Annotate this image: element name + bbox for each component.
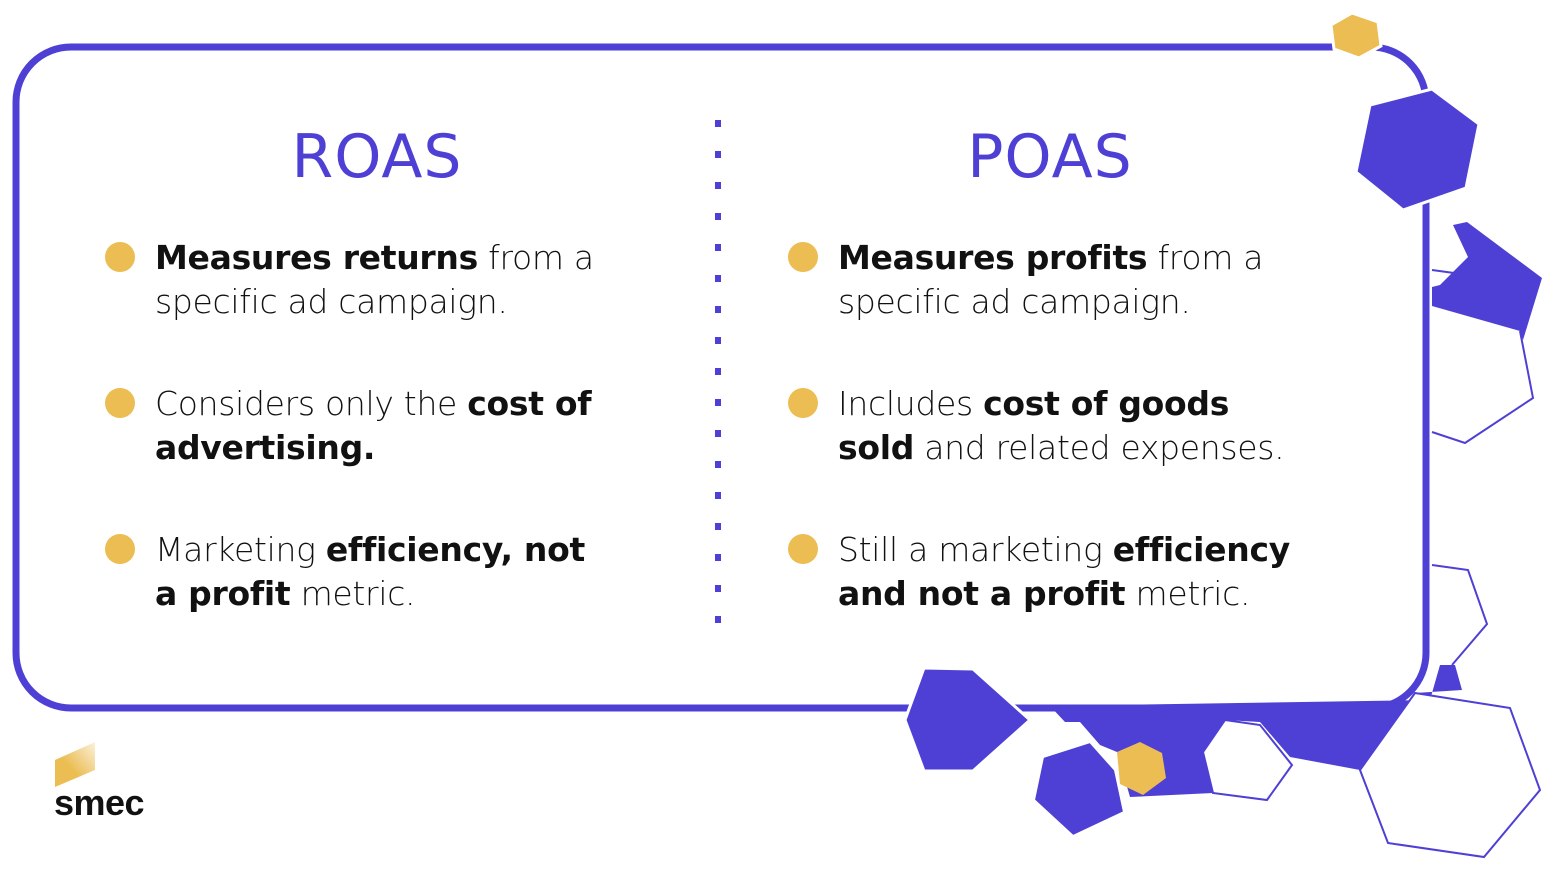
card-frame <box>12 43 1430 712</box>
poas-bullet-item: Includes cost of goods sold and related … <box>838 382 1308 470</box>
hexagon-outline <box>1431 564 1489 666</box>
hexagon-outline <box>1431 269 1455 274</box>
hexagon-shape <box>1432 222 1542 340</box>
hexagon-shape <box>1354 87 1481 212</box>
text: Includes <box>838 384 984 423</box>
hexagon-shape <box>1032 740 1126 838</box>
hexagon-yellow <box>1329 11 1383 60</box>
roas-bullet-item: Marketing efficiency, not a profit metri… <box>155 528 605 616</box>
text: metric. <box>1125 574 1251 613</box>
logo-mark <box>55 742 95 787</box>
bold-text: Measures profits <box>838 238 1148 277</box>
text: from a specific ad campaign. <box>838 238 1264 321</box>
text: Considers only the <box>155 384 468 423</box>
bullet-dot <box>105 242 135 272</box>
bullet-dot <box>788 534 818 564</box>
bullet-dot <box>788 242 818 272</box>
bold-text: cost of goods sold <box>838 384 1230 467</box>
hexagon-shape <box>903 666 1033 773</box>
hexagon-yellow <box>1117 742 1166 795</box>
text: metric. <box>290 574 416 613</box>
dotted-divider <box>715 120 721 635</box>
bold-text: efficiency, not a profit <box>155 530 585 613</box>
hexagon-outline <box>1431 330 1535 445</box>
text: Still a marketing <box>838 530 1113 569</box>
bullet-dot <box>105 534 135 564</box>
poas-bullet-item: Measures profits from a specific ad camp… <box>838 236 1308 324</box>
text: from a specific ad campaign. <box>155 238 594 321</box>
bullet-dot <box>788 388 818 418</box>
text: Marketing <box>155 530 326 569</box>
hexagon-outline <box>1201 718 1294 802</box>
text: and related expenses. <box>914 428 1285 467</box>
bullet-dot <box>105 388 135 418</box>
poas-bullet-item: Still a marketing efficiency and not a p… <box>838 528 1308 616</box>
poas-title: POAS <box>967 122 1133 192</box>
logo: smec <box>54 782 145 823</box>
roas-bullet-item: Measures returns from a specific ad camp… <box>155 236 605 324</box>
bold-text: cost of advertising. <box>155 384 592 467</box>
hexagon-outline <box>1358 691 1542 859</box>
bold-text: Measures returns <box>155 238 478 277</box>
roas-bullet-item: Considers only the cost of advertising. <box>155 382 605 470</box>
roas-title: ROAS <box>291 122 463 192</box>
bold-text: efficiency and not a profit <box>838 530 1290 613</box>
